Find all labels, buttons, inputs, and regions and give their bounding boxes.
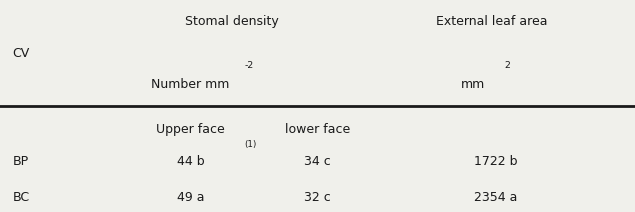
Text: mm: mm	[461, 78, 485, 91]
Text: Stomal density: Stomal density	[185, 15, 279, 28]
Text: 2: 2	[505, 61, 511, 70]
Text: BC: BC	[13, 191, 30, 204]
Text: External leaf area: External leaf area	[436, 15, 548, 28]
Text: lower face: lower face	[285, 123, 350, 136]
Text: Number mm: Number mm	[151, 78, 230, 91]
Text: 49 a: 49 a	[177, 191, 204, 204]
Text: (1): (1)	[244, 140, 257, 149]
Text: 32 c: 32 c	[304, 191, 331, 204]
Text: Upper face: Upper face	[156, 123, 225, 136]
Text: -2: -2	[244, 61, 254, 70]
Text: BP: BP	[13, 155, 29, 168]
Text: CV: CV	[13, 47, 30, 60]
Text: 34 c: 34 c	[304, 155, 331, 168]
Text: 2354 a: 2354 a	[474, 191, 517, 204]
Text: 44 b: 44 b	[177, 155, 204, 168]
Text: 1722 b: 1722 b	[474, 155, 517, 168]
